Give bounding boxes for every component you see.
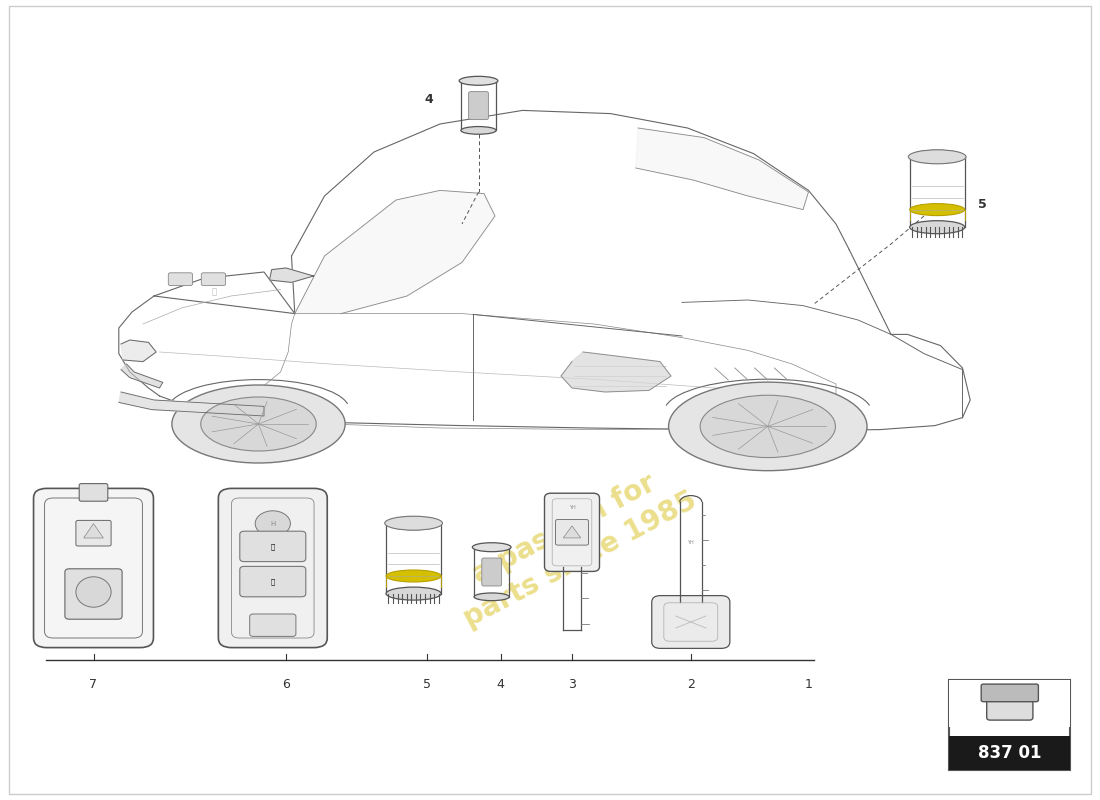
Polygon shape <box>270 268 314 282</box>
FancyBboxPatch shape <box>469 91 488 119</box>
FancyBboxPatch shape <box>65 569 122 619</box>
Ellipse shape <box>700 395 836 458</box>
Text: YH: YH <box>569 505 575 510</box>
Text: 7: 7 <box>89 678 98 690</box>
FancyBboxPatch shape <box>556 519 588 545</box>
Polygon shape <box>295 190 495 314</box>
FancyBboxPatch shape <box>987 691 1033 720</box>
FancyBboxPatch shape <box>79 483 108 501</box>
Ellipse shape <box>172 385 345 463</box>
FancyBboxPatch shape <box>651 595 730 648</box>
Ellipse shape <box>910 150 965 163</box>
FancyBboxPatch shape <box>218 488 328 647</box>
Text: 2: 2 <box>686 678 695 690</box>
Ellipse shape <box>909 150 966 164</box>
Polygon shape <box>121 364 163 388</box>
Circle shape <box>255 510 290 536</box>
Polygon shape <box>119 392 264 416</box>
Polygon shape <box>121 340 156 362</box>
Text: 3: 3 <box>568 678 576 690</box>
Ellipse shape <box>474 593 509 601</box>
Ellipse shape <box>669 382 867 470</box>
Text: 1: 1 <box>804 678 813 690</box>
Text: 4: 4 <box>496 678 505 690</box>
Ellipse shape <box>461 126 496 134</box>
FancyBboxPatch shape <box>168 273 192 286</box>
Text: 5: 5 <box>422 678 431 690</box>
Ellipse shape <box>200 397 317 451</box>
Ellipse shape <box>459 76 498 86</box>
Ellipse shape <box>386 570 441 582</box>
Bar <box>949 680 1070 726</box>
FancyBboxPatch shape <box>201 273 225 286</box>
Ellipse shape <box>386 517 441 530</box>
Text: 4: 4 <box>425 93 433 106</box>
Ellipse shape <box>385 516 442 530</box>
FancyBboxPatch shape <box>76 520 111 546</box>
FancyBboxPatch shape <box>240 566 306 597</box>
FancyBboxPatch shape <box>981 684 1038 702</box>
Polygon shape <box>561 352 671 392</box>
Text: 🔓: 🔓 <box>271 543 275 550</box>
Polygon shape <box>563 526 581 538</box>
Ellipse shape <box>910 221 965 234</box>
Bar <box>949 735 1070 770</box>
Ellipse shape <box>386 587 441 600</box>
Polygon shape <box>636 128 808 210</box>
FancyBboxPatch shape <box>34 488 154 647</box>
Text: a passion for
parts since 1985: a passion for parts since 1985 <box>442 455 702 633</box>
Polygon shape <box>84 523 103 538</box>
Text: YH: YH <box>688 539 694 545</box>
Ellipse shape <box>76 577 111 607</box>
Text: 🐂: 🐂 <box>212 287 217 297</box>
Text: 🔒: 🔒 <box>271 578 275 585</box>
Text: 837 01: 837 01 <box>978 743 1042 762</box>
FancyBboxPatch shape <box>544 493 600 571</box>
FancyBboxPatch shape <box>949 680 1070 770</box>
Ellipse shape <box>472 542 512 552</box>
Ellipse shape <box>910 204 965 215</box>
FancyBboxPatch shape <box>250 614 296 637</box>
Text: 5: 5 <box>978 198 987 210</box>
FancyBboxPatch shape <box>240 531 306 562</box>
Text: 6: 6 <box>282 678 290 690</box>
FancyBboxPatch shape <box>482 558 502 586</box>
Text: H: H <box>271 521 275 526</box>
